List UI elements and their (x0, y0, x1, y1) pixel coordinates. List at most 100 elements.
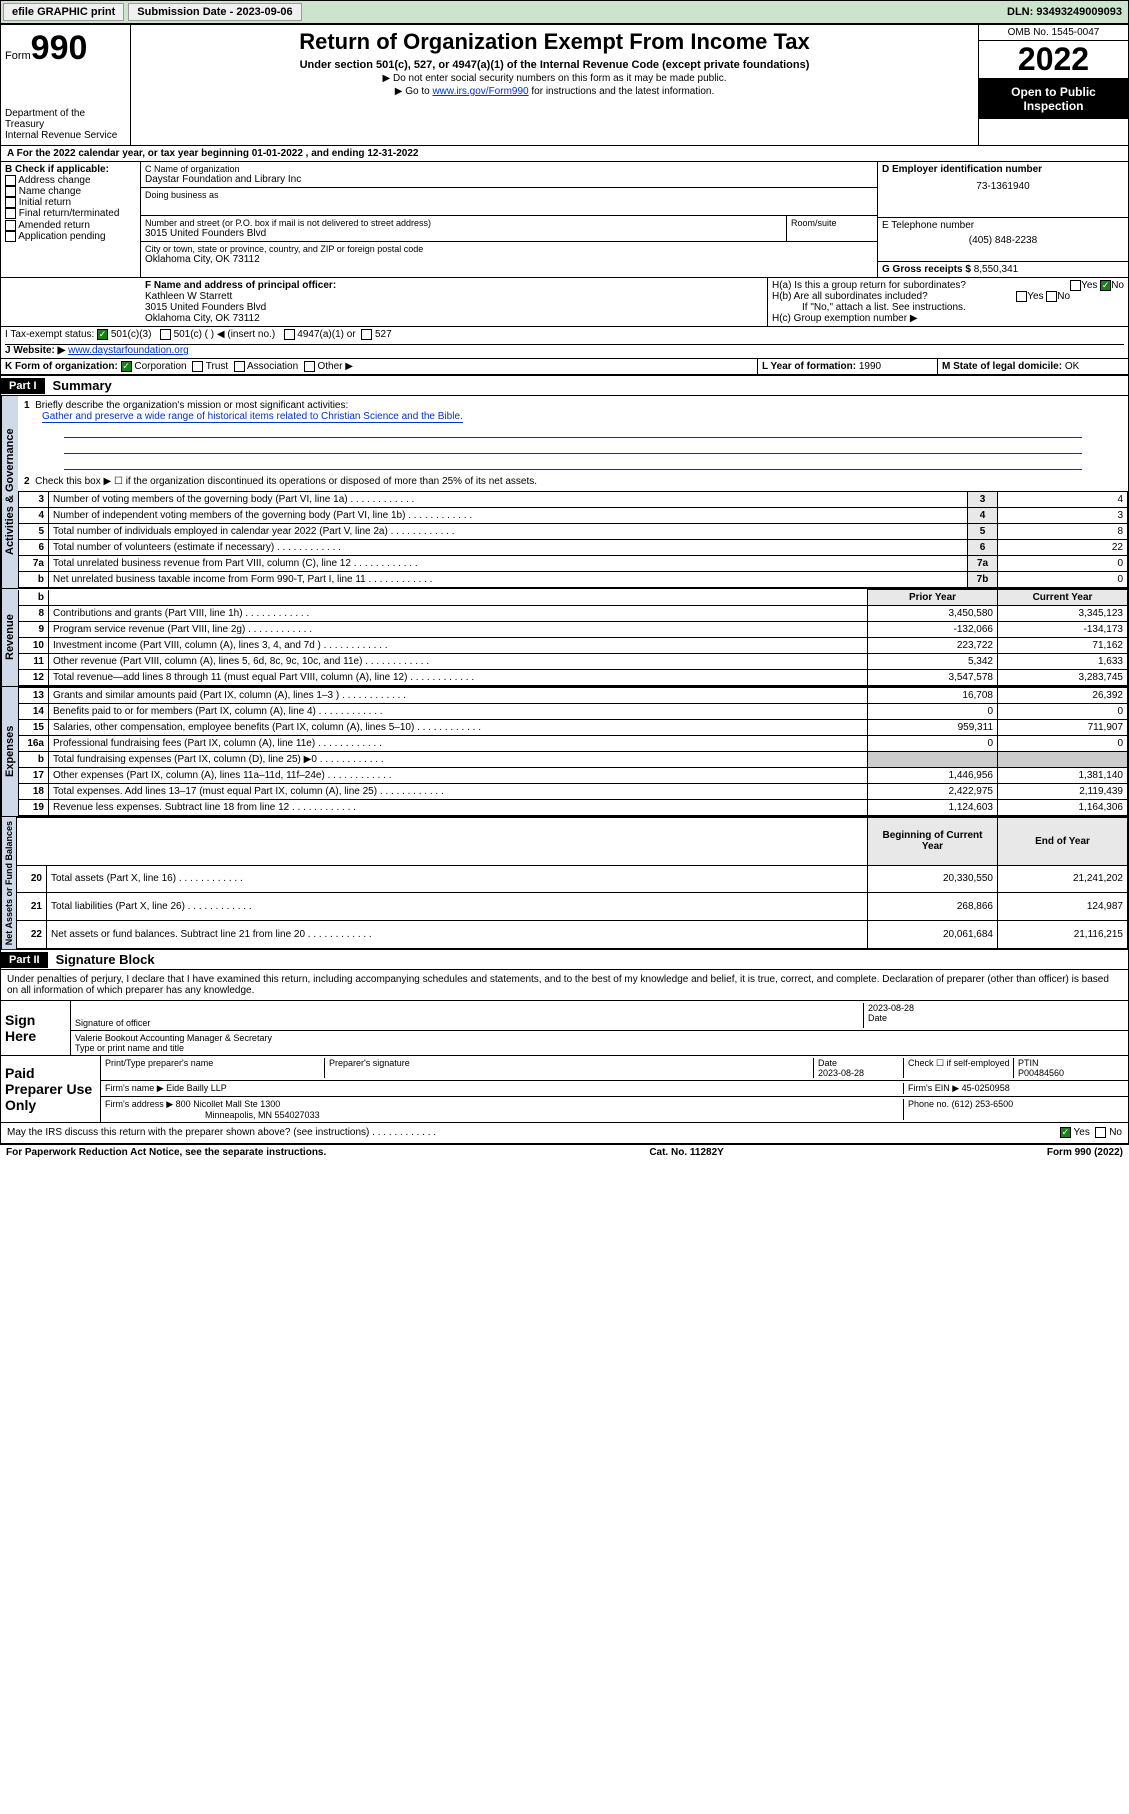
footer: For Paperwork Reduction Act Notice, see … (0, 1144, 1129, 1160)
col-prior: Prior Year (868, 590, 998, 606)
irs-label: Internal Revenue Service (5, 130, 126, 141)
sig-officer-label: Signature of officer (75, 1018, 150, 1028)
box-c-name-label: C Name of organization (145, 164, 873, 174)
dln: DLN: 93493249009093 (1007, 6, 1128, 18)
chk-initial-return[interactable] (5, 197, 16, 208)
form-number: Form990 (5, 29, 126, 68)
dba-label: Doing business as (145, 190, 873, 200)
chk-hb-yes[interactable] (1016, 291, 1027, 302)
firm-addr-label: Firm's address ▶ (105, 1099, 173, 1109)
chk-ha-yes[interactable] (1070, 280, 1081, 291)
city: Oklahoma City, OK 73112 (145, 254, 873, 265)
section-fh: F Name and address of principal officer:… (0, 278, 1129, 327)
part1-hdr: Part I (1, 378, 45, 394)
chk-501c3[interactable] (97, 329, 108, 340)
chk-4947[interactable] (284, 329, 295, 340)
l1-label: Briefly describe the organization's miss… (35, 400, 348, 411)
l2-label: Check this box ▶ ☐ if the organization d… (35, 476, 537, 487)
part2-hdr: Part II (1, 952, 48, 968)
chk-527[interactable] (361, 329, 372, 340)
street: 3015 United Founders Blvd (145, 228, 782, 239)
efile-print-button[interactable]: efile GRAPHIC print (3, 3, 124, 21)
chk-discuss-yes[interactable] (1060, 1127, 1071, 1138)
box-m-label: M State of legal domicile: (942, 361, 1065, 372)
dept-treasury: Department of the Treasury (5, 108, 126, 130)
firm-phone-label: Phone no. (908, 1099, 949, 1109)
omb-number: OMB No. 1545-0047 (979, 25, 1128, 41)
city-label: City or town, state or province, country… (145, 244, 873, 254)
sign-here-label: Sign Here (1, 1001, 71, 1055)
street-label: Number and street (or P.O. box if mail i… (145, 218, 782, 228)
chk-amended[interactable] (5, 220, 16, 231)
declaration: Under penalties of perjury, I declare th… (0, 970, 1129, 1001)
ein: 73-1361940 (882, 181, 1124, 192)
side-net-assets: Net Assets or Fund Balances (1, 817, 16, 949)
org-name: Daystar Foundation and Library Inc (145, 174, 873, 185)
paid-preparer-label: Paid Preparer Use Only (1, 1056, 101, 1122)
chk-other[interactable] (304, 361, 315, 372)
chk-address-change[interactable] (5, 175, 16, 186)
hb-note: If "No," attach a list. See instructions… (772, 302, 1124, 313)
prep-date: 2023-08-28 (818, 1068, 864, 1078)
mission-blank2 (64, 440, 1082, 454)
submission-date-button[interactable]: Submission Date - 2023-09-06 (128, 3, 301, 21)
col-sig: Preparer's signature (325, 1058, 814, 1078)
topbar: efile GRAPHIC print Submission Date - 20… (0, 0, 1129, 24)
chk-discuss-no[interactable] (1095, 1127, 1106, 1138)
part1-body: Activities & Governance 1 Briefly descri… (0, 396, 1129, 589)
year-formation: 1990 (859, 361, 881, 372)
tax-year: 2022 (979, 41, 1128, 79)
officer-name: Kathleen W Starrett (145, 291, 763, 302)
chk-ha-no[interactable] (1100, 280, 1111, 291)
firm-name-label: Firm's name ▶ (105, 1083, 164, 1093)
box-g-label: G Gross receipts $ (882, 264, 971, 275)
officer-addr1: 3015 United Founders Blvd (145, 302, 763, 313)
chk-app-pending[interactable] (5, 231, 16, 242)
form-subtitle: Under section 501(c), 527, or 4947(a)(1)… (135, 59, 974, 71)
revenue-table: bPrior YearCurrent Year 8Contributions a… (18, 589, 1128, 686)
ptin: P00484560 (1018, 1068, 1064, 1078)
col-curr: Current Year (998, 590, 1128, 606)
box-f-label: F Name and address of principal officer: (145, 280, 763, 291)
netassets-table: Beginning of Current YearEnd of Year 20T… (16, 817, 1128, 949)
officer-name-title: Valerie Bookout Accounting Manager & Sec… (75, 1033, 1124, 1043)
ag-table: 3Number of voting members of the governi… (18, 491, 1128, 588)
chk-assoc[interactable] (234, 361, 245, 372)
state-domicile: OK (1065, 361, 1079, 372)
chk-name-change[interactable] (5, 186, 16, 197)
col-date-label: Date (818, 1058, 837, 1068)
chk-trust[interactable] (192, 361, 203, 372)
chk-hb-no[interactable] (1046, 291, 1057, 302)
date-label: Date (868, 1013, 1124, 1023)
firm-phone: (612) 253-6500 (952, 1099, 1014, 1109)
section-ij: I Tax-exempt status: 501(c)(3) 501(c) ( … (0, 327, 1129, 359)
col-beginning: Beginning of Current Year (868, 818, 998, 865)
firm-ein: 45-0250958 (962, 1083, 1010, 1093)
box-j-label: J Website: ▶ (5, 345, 65, 356)
section-klm: K Form of organization: Corporation Trus… (0, 359, 1129, 375)
chk-501c[interactable] (160, 329, 171, 340)
firm-addr2: Minneapolis, MN 554027033 (105, 1110, 320, 1120)
part1-title: Summary (45, 376, 120, 395)
officer-addr2: Oklahoma City, OK 73112 (145, 313, 763, 324)
chk-final-return[interactable] (5, 208, 16, 219)
mission-blank3 (64, 456, 1082, 470)
hb-label: H(b) Are all subordinates included? (772, 291, 928, 302)
side-activities-governance: Activities & Governance (1, 396, 18, 588)
irs-link[interactable]: www.irs.gov/Form990 (432, 86, 528, 97)
room-label: Room/suite (791, 218, 873, 228)
form-title: Return of Organization Exempt From Incom… (135, 29, 974, 55)
chk-corp[interactable] (121, 361, 132, 372)
paid-preparer-block: Paid Preparer Use Only Print/Type prepar… (0, 1056, 1129, 1123)
box-e-label: E Telephone number (882, 220, 1124, 231)
website-link[interactable]: www.daystarfoundation.org (68, 345, 189, 356)
ha-label: H(a) Is this a group return for subordin… (772, 280, 966, 291)
type-name-label: Type or print name and title (75, 1043, 1124, 1053)
sig-date: 2023-08-28 (868, 1003, 1124, 1013)
side-revenue: Revenue (1, 589, 18, 686)
section-a: A For the 2022 calendar year, or tax yea… (1, 146, 424, 161)
hc-label: H(c) Group exemption number ▶ (772, 313, 1124, 324)
ptin-label: PTIN (1018, 1058, 1039, 1068)
sign-here-block: Sign Here Signature of officer 2023-08-2… (0, 1001, 1129, 1056)
expenses-table: 13Grants and similar amounts paid (Part … (18, 687, 1128, 816)
